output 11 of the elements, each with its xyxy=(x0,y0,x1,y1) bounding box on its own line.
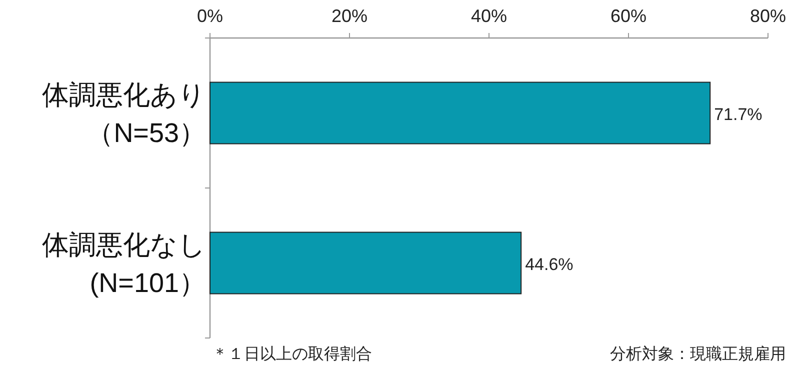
x-tick-label: 80% xyxy=(750,6,786,26)
x-tick-label: 60% xyxy=(610,6,647,26)
x-tick-label: 40% xyxy=(470,6,508,26)
y-tick-label: 体調悪化あり（N=53） xyxy=(42,80,206,148)
y-tick-label: 体調悪化なし(N=101） xyxy=(42,230,206,298)
text: 分析対象：現職正規雇用 xyxy=(610,345,786,363)
x-tick-label: 20% xyxy=(331,6,368,26)
text: ＊１日以上の取得割合 xyxy=(212,345,372,363)
x-tick-label: 0% xyxy=(196,6,224,26)
data-label: 44.6% xyxy=(525,255,574,274)
data-label: 71.7% xyxy=(714,105,762,124)
